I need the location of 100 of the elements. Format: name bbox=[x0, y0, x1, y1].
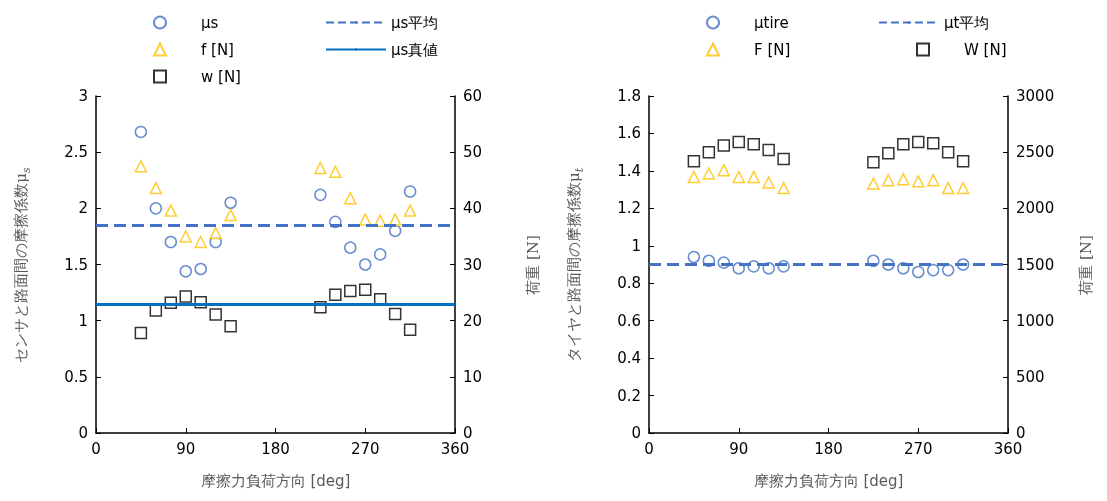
point bbox=[209, 308, 222, 321]
point bbox=[747, 170, 760, 184]
x-tick-label: 180 bbox=[814, 439, 843, 458]
point bbox=[762, 176, 775, 189]
point bbox=[941, 263, 955, 277]
y-tick-label: 0.8 bbox=[617, 274, 641, 293]
y2-tick-label: 0 bbox=[463, 424, 473, 442]
y2-tick-label: 1500 bbox=[1016, 255, 1055, 274]
y-tick-label: 1 bbox=[631, 236, 641, 255]
point bbox=[164, 235, 178, 249]
y2-axis-title: 荷重 [N] bbox=[1076, 234, 1096, 295]
point bbox=[224, 208, 237, 222]
point bbox=[941, 181, 955, 195]
legend-label: F [N] bbox=[754, 40, 791, 59]
point bbox=[209, 226, 222, 240]
x-axis-title: 摩擦力負荷方向 [deg] bbox=[753, 471, 904, 490]
legend-label: μtire bbox=[754, 13, 789, 32]
y-tick-label: 1.2 bbox=[617, 199, 641, 218]
y2-tick-label: 500 bbox=[1016, 367, 1045, 386]
point bbox=[702, 145, 716, 159]
x-tick-label: 90 bbox=[729, 439, 749, 458]
point bbox=[717, 163, 731, 177]
y-tick-label: 0.2 bbox=[617, 386, 641, 405]
point bbox=[777, 152, 790, 166]
y-tick-label: 0.6 bbox=[617, 311, 641, 330]
point bbox=[687, 250, 701, 264]
y2-tick-label: 3000 bbox=[1016, 87, 1055, 105]
y2-tick-label: 0 bbox=[1016, 424, 1026, 442]
point bbox=[314, 161, 327, 175]
point bbox=[359, 258, 372, 271]
point bbox=[687, 170, 701, 184]
legend-label: w [N] bbox=[201, 67, 241, 86]
point bbox=[926, 174, 940, 187]
point bbox=[134, 125, 148, 139]
x-tick-label: 0 bbox=[644, 439, 654, 458]
point bbox=[179, 230, 192, 243]
point bbox=[912, 135, 925, 149]
point bbox=[179, 290, 192, 303]
y-tick-label: 1.4 bbox=[617, 161, 641, 180]
y-tick-label: 0 bbox=[631, 424, 641, 442]
point bbox=[314, 188, 327, 202]
point bbox=[897, 172, 910, 186]
point bbox=[359, 283, 372, 297]
point bbox=[897, 138, 910, 151]
legend-label: f [N] bbox=[201, 40, 234, 59]
point bbox=[134, 326, 148, 340]
point bbox=[702, 167, 716, 180]
y-tick-label: 0 bbox=[78, 424, 88, 442]
y2-tick-label: 60 bbox=[463, 87, 483, 105]
y-tick-label: 1.6 bbox=[617, 124, 641, 143]
legend-label: μs真値 bbox=[391, 40, 439, 59]
point bbox=[882, 174, 895, 187]
y-tick-label: 0.5 bbox=[64, 367, 88, 386]
point bbox=[956, 154, 970, 168]
x-tick-label: 180 bbox=[261, 439, 290, 458]
point bbox=[956, 181, 970, 195]
y2-tick-label: 50 bbox=[463, 143, 483, 162]
legend-label: W [N] bbox=[964, 40, 1007, 59]
point bbox=[403, 204, 417, 217]
y-tick-label: 3 bbox=[78, 87, 88, 105]
y2-tick-label: 20 bbox=[463, 311, 483, 330]
point bbox=[882, 147, 895, 160]
point bbox=[388, 224, 402, 238]
point bbox=[149, 202, 163, 215]
point bbox=[941, 145, 955, 159]
x-tick-label: 270 bbox=[903, 439, 933, 458]
point bbox=[344, 191, 357, 205]
x-tick-label: 360 bbox=[440, 439, 470, 458]
point bbox=[344, 241, 357, 254]
y-tick-label: 1.5 bbox=[64, 255, 88, 274]
point bbox=[687, 154, 701, 168]
point bbox=[867, 156, 880, 169]
y-tick-label: 2 bbox=[78, 199, 88, 218]
point bbox=[403, 185, 417, 198]
y2-tick-label: 1000 bbox=[1016, 311, 1055, 330]
point bbox=[388, 307, 402, 321]
y-tick-label: 2.5 bbox=[64, 143, 88, 162]
point bbox=[329, 165, 342, 179]
point bbox=[224, 320, 237, 333]
point bbox=[717, 139, 731, 152]
y2-tick-label: 2500 bbox=[1016, 143, 1055, 162]
point bbox=[194, 262, 207, 276]
point bbox=[912, 175, 925, 188]
x-tick-label: 360 bbox=[993, 439, 1023, 458]
point bbox=[926, 136, 940, 150]
y2-tick-label: 10 bbox=[463, 367, 483, 386]
point bbox=[777, 181, 790, 195]
point bbox=[149, 181, 163, 195]
y2-axis-title: 荷重 [N] bbox=[523, 234, 543, 295]
point bbox=[164, 204, 178, 217]
point bbox=[224, 196, 237, 209]
legend-label: μt平均 bbox=[944, 13, 990, 32]
x-tick-label: 270 bbox=[350, 439, 380, 458]
point bbox=[912, 265, 925, 279]
y-tick-label: 0.4 bbox=[617, 349, 641, 368]
legend-label: μs bbox=[201, 13, 219, 32]
point bbox=[762, 143, 775, 157]
x-axis-title: 摩擦力負荷方向 [deg] bbox=[200, 471, 351, 490]
y2-tick-label: 2000 bbox=[1016, 199, 1055, 218]
point bbox=[344, 284, 357, 298]
